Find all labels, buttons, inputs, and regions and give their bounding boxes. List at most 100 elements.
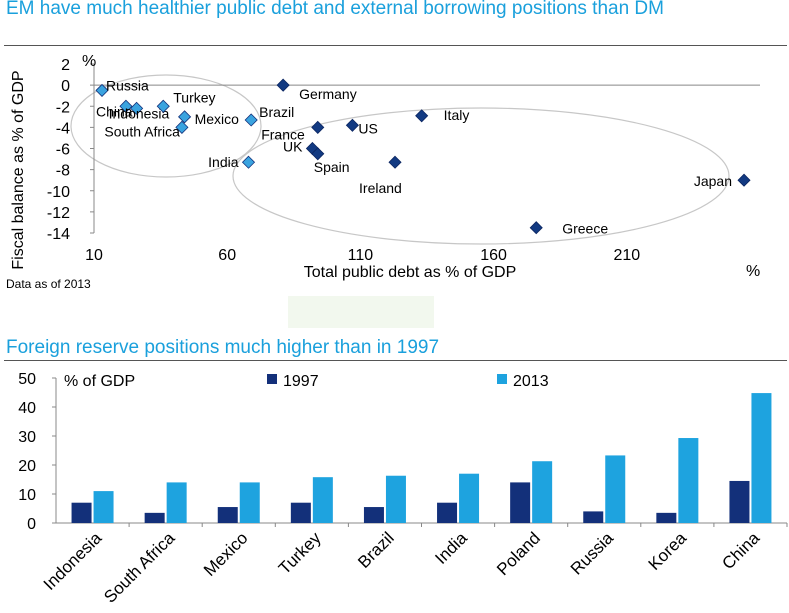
bar-1997-mexico <box>217 507 238 523</box>
point-greece <box>529 221 543 235</box>
legend-swatch-1997 <box>267 374 277 384</box>
bar-2013-turkey <box>312 477 333 523</box>
point-italy <box>415 109 429 123</box>
bar-1997-korea <box>656 512 677 523</box>
bar-1997-poland <box>510 482 531 523</box>
point-label-france: France <box>261 126 305 142</box>
point-japan <box>737 173 751 187</box>
bar-2013-indonesia <box>93 491 114 523</box>
bar-2013-korea <box>678 438 699 523</box>
title-divider-bottom <box>4 360 787 361</box>
point-label-south-africa: South Africa <box>104 123 180 139</box>
point-ireland <box>388 155 402 169</box>
bar-y-tick-label: 10 <box>18 487 36 504</box>
scatter-y-tick-label: -6 <box>56 142 70 159</box>
scatter-y-tick-label: -10 <box>47 184 70 201</box>
legend-swatch-2013 <box>497 374 507 384</box>
point-label-italy: Italy <box>444 107 470 123</box>
point-label-brazil: Brazil <box>259 104 294 120</box>
scatter-chart: 2 0 -2 -4 -6 -8 -10 -12 -14 10 60 110 160 210%% Total … <box>10 53 760 281</box>
bar-y-tick-label: 0 <box>27 516 36 533</box>
point-turkey <box>156 99 170 113</box>
point-label-germany: Germany <box>299 86 357 102</box>
bar-y-tick-label: 40 <box>18 400 36 417</box>
bar-unit-label: % of GDP <box>64 373 135 390</box>
legend-label-2013: 2013 <box>513 373 549 390</box>
point-brazil <box>244 113 258 127</box>
bar-1997-indonesia <box>71 502 92 523</box>
legend-label-1997: 1997 <box>283 373 319 390</box>
scatter-x-axis-label: Total public debt as % of GDP <box>304 264 517 281</box>
scatter-x-tick-label: 10 <box>85 247 103 264</box>
category-label-poland: Poland <box>493 528 544 579</box>
category-label-mexico: Mexico <box>200 528 252 580</box>
data-date-note: Data as of 2013 <box>6 277 91 291</box>
scatter-y-tick-label: -12 <box>47 205 70 222</box>
point-russia <box>95 83 109 97</box>
point-france <box>311 120 325 134</box>
point-label-turkey: Turkey <box>173 89 215 105</box>
dm-group-ellipse <box>232 107 730 245</box>
scatter-x-tick-label: 210 <box>613 247 640 264</box>
scatter-y-tick-label: -14 <box>47 226 70 243</box>
title-divider-top <box>4 45 787 46</box>
category-label-south-africa: South Africa <box>100 528 179 607</box>
point-label-spain: Spain <box>314 159 350 175</box>
bar-2013-south-africa <box>166 482 187 523</box>
point-china <box>119 99 133 113</box>
category-label-russia: Russia <box>567 528 618 579</box>
bar-1997-china <box>729 480 750 523</box>
point-label-ireland: Ireland <box>359 180 402 196</box>
category-label-indonesia: Indonesia <box>40 528 106 594</box>
category-label-turkey: Turkey <box>275 528 325 578</box>
point-mexico <box>178 110 192 124</box>
scatter-y-unit: % <box>82 53 96 70</box>
em-group-ellipse <box>70 74 262 178</box>
scatter-y-tick-label: -4 <box>56 120 70 137</box>
point-label-japan: Japan <box>694 173 732 189</box>
bar-chart-title: Foreign reserve positions much higher th… <box>6 337 440 358</box>
point-label-greece: Greece <box>562 221 608 237</box>
point-label-china: China <box>96 103 133 119</box>
category-label-brazil: Brazil <box>354 528 397 571</box>
category-label-korea: Korea <box>645 528 691 574</box>
bar-1997-india <box>437 502 458 523</box>
point-india <box>241 155 256 169</box>
category-label-india: India <box>431 528 471 568</box>
point-label-uk: UK <box>283 139 303 155</box>
scatter-y-tick-label: -8 <box>56 163 70 180</box>
bar-2013-india <box>459 473 480 523</box>
point-germany <box>276 78 290 92</box>
bar-2013-brazil <box>385 475 406 523</box>
scatter-y-tick-label: 2 <box>61 57 70 74</box>
point-label-us: US <box>358 120 377 136</box>
scatter-y-tick-label: 0 <box>61 78 70 95</box>
scatter-y-axis-label: Fiscal balance as % of GDP <box>10 70 27 269</box>
point-spain <box>311 147 325 161</box>
point-label-russia: Russia <box>106 77 149 93</box>
bar-1997-russia <box>583 511 604 523</box>
point-indonesia <box>130 101 144 115</box>
bar-2013-russia <box>605 455 626 523</box>
point-label-indonesia: Indonesia <box>109 105 170 121</box>
bar-1997-brazil <box>363 507 384 523</box>
scatter-x-tick-label: 160 <box>480 247 507 264</box>
scatter-x-tick-label: 110 <box>348 247 374 264</box>
bar-2013-china <box>751 393 772 523</box>
bar-y-tick-label: 50 <box>18 371 36 388</box>
bar-1997-turkey <box>290 502 311 523</box>
scatter-y-tick-label: -2 <box>56 99 70 116</box>
scatter-x-unit: % <box>746 263 760 280</box>
point-us <box>345 118 359 132</box>
point-south-africa <box>175 120 189 134</box>
point-label-india: India <box>208 154 239 170</box>
bar-y-tick-label: 30 <box>18 429 36 446</box>
scatter-chart-title: EM have much healthier public debt and e… <box>6 0 664 19</box>
scatter-x-tick-label: 60 <box>218 247 236 264</box>
decorative-band <box>288 296 434 328</box>
category-label-china: China <box>718 528 763 573</box>
bar-1997-south-africa <box>144 512 165 523</box>
bar-2013-poland <box>532 461 553 523</box>
point-label-mexico: Mexico <box>195 111 240 127</box>
